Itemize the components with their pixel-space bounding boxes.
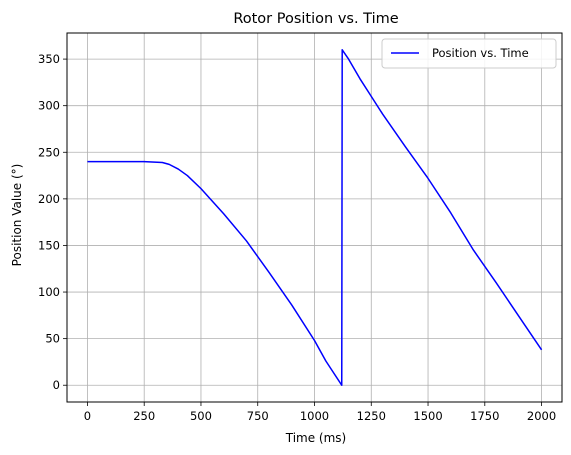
legend: Position vs. Time bbox=[381, 38, 557, 69]
series-layer bbox=[87, 49, 543, 386]
y-tick-label: 50 bbox=[45, 332, 60, 346]
y-tick-label: 0 bbox=[53, 378, 60, 392]
y-tick-label: 150 bbox=[38, 238, 60, 252]
chart-title: Rotor Position vs. Time bbox=[233, 11, 398, 27]
x-tick-label: 1750 bbox=[470, 409, 499, 423]
y-tick-label: 300 bbox=[38, 99, 60, 113]
x-tick-label: 500 bbox=[190, 409, 212, 423]
ticks: 0 250 500 750 1000 1250 1500 1750 2000 0 50 100 150 2… bbox=[38, 52, 556, 423]
x-tick-label: 1000 bbox=[300, 409, 329, 423]
y-tick-label: 100 bbox=[38, 285, 60, 299]
x-tick-label: 250 bbox=[133, 409, 155, 423]
y-tick-label: 250 bbox=[38, 145, 60, 159]
x-tick-label: 1500 bbox=[413, 409, 442, 423]
y-axis-label: Position Value (°) bbox=[10, 164, 24, 267]
series-line bbox=[87, 49, 543, 386]
x-axis-label: Time (ms) bbox=[285, 431, 347, 445]
grid bbox=[67, 33, 562, 402]
y-tick-label: 200 bbox=[38, 192, 60, 206]
legend-box bbox=[381, 38, 557, 69]
legend-label: Position vs. Time bbox=[432, 46, 529, 60]
x-tick-label: 1250 bbox=[357, 409, 386, 423]
x-tick-label: 750 bbox=[247, 409, 269, 423]
y-tick-label: 350 bbox=[38, 52, 60, 66]
x-tick-label: 2000 bbox=[527, 409, 556, 423]
x-tick-label: 0 bbox=[84, 409, 91, 423]
